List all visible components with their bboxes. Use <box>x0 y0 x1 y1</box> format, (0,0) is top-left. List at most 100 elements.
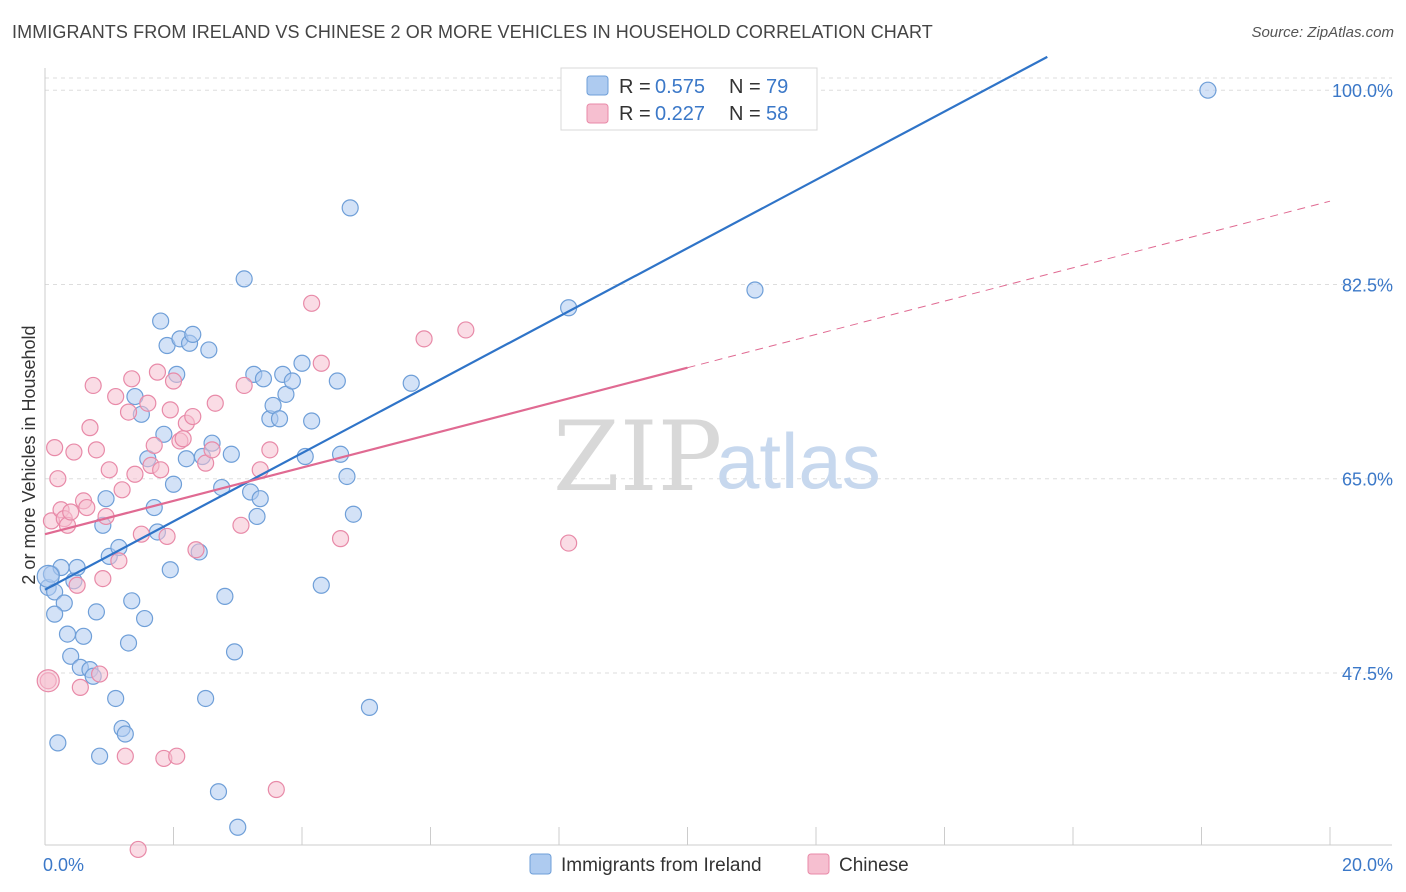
ireland-point <box>328 372 346 390</box>
ireland-point <box>1199 81 1217 99</box>
chinese-point <box>235 376 253 395</box>
chinese-point <box>303 294 321 312</box>
chinese-point <box>107 387 125 406</box>
chinese-point <box>71 678 89 696</box>
chinese-point <box>158 527 176 546</box>
ireland-point <box>254 370 273 388</box>
watermark: ZIP atlas <box>553 401 881 513</box>
ireland-point <box>746 281 764 299</box>
chinese-point <box>312 354 330 372</box>
chinese-point <box>36 669 60 693</box>
ireland-point <box>222 445 240 463</box>
legend-r-label-2: R = <box>619 103 651 125</box>
ireland-point <box>303 412 321 430</box>
ireland-point <box>360 698 379 716</box>
chinese-point <box>100 461 118 479</box>
chinese-point <box>174 430 192 448</box>
ireland-point <box>216 587 234 605</box>
chinese-point <box>119 403 138 421</box>
chinese-point <box>132 525 150 543</box>
ticks-layer: 47.5% 65.0% 82.5% 100.0% 0.0% 20.0% <box>43 81 1393 875</box>
y-tick-label: 65.0% <box>1342 470 1393 490</box>
chinese-point <box>164 372 183 390</box>
ireland-point <box>402 374 420 392</box>
ireland-point <box>197 689 215 708</box>
legend-n-label-2: N = <box>729 103 761 125</box>
chinese-trend-extension <box>687 200 1331 369</box>
chinese-point <box>110 552 128 570</box>
chinese-point <box>261 441 279 459</box>
bottom-legend-swatch-chinese <box>807 853 830 875</box>
ireland-point <box>177 450 195 468</box>
chinese-point <box>113 481 131 499</box>
chinese-point <box>331 530 350 548</box>
chinese-point <box>65 443 83 461</box>
chinese-point <box>84 376 102 395</box>
chinese-point <box>68 576 86 594</box>
chinese-point <box>560 534 578 552</box>
chinese-point <box>91 665 109 683</box>
chinese-point <box>126 465 144 483</box>
ireland-point <box>58 625 77 643</box>
trend-layer <box>44 55 1331 591</box>
legend-n-value-1: 79 <box>766 76 788 98</box>
legend-r-value-2: 0.227 <box>655 103 705 125</box>
top-legend: R = 0.575 N = 79 R = 0.227 N = 58 <box>560 67 818 131</box>
legend-swatch-chinese <box>586 103 609 124</box>
ireland-point <box>344 505 362 523</box>
chart-title: IMMIGRANTS FROM IRELAND VS CHINESE 2 OR … <box>12 22 933 42</box>
chinese-point <box>145 436 163 454</box>
watermark-atlas: atlas <box>716 417 881 505</box>
ireland-point <box>283 372 301 390</box>
legend-swatch-ireland <box>586 75 609 96</box>
bottom-legend: Immigrants from Ireland Chinese <box>529 853 909 876</box>
bottom-legend-swatch-ireland <box>529 853 552 875</box>
ireland-point <box>225 643 244 661</box>
y-tick-label: 100.0% <box>1332 81 1393 101</box>
ireland-point <box>155 425 173 443</box>
ireland-point <box>49 734 67 752</box>
x-tick-label: 0.0% <box>43 855 84 875</box>
ireland-point <box>200 341 218 359</box>
ireland-trend-line <box>44 55 1048 591</box>
ireland-point <box>184 325 202 343</box>
ireland-point <box>97 490 115 508</box>
bottom-legend-label-chinese: Chinese <box>839 855 909 876</box>
legend-r-label-1: R = <box>619 76 651 98</box>
chinese-point <box>206 394 224 412</box>
chinese-point <box>78 498 96 517</box>
ireland-point <box>341 199 359 217</box>
ireland-point <box>209 783 228 801</box>
legend-n-label-1: N = <box>729 76 761 98</box>
x-tick-label: 20.0% <box>1342 855 1393 875</box>
ireland-point <box>248 507 266 526</box>
ireland-point <box>152 312 170 330</box>
chinese-point <box>46 439 64 457</box>
watermark-zip: ZIP <box>553 401 722 513</box>
y-axis-title: 2 or more Vehicles in Household <box>19 325 39 584</box>
chinese-point <box>203 441 221 459</box>
axes-layer <box>44 68 1392 846</box>
ireland-point <box>164 475 183 493</box>
points-layer <box>36 81 1217 859</box>
chinese-point <box>415 330 433 348</box>
ireland-point <box>251 490 269 508</box>
chinese-point <box>184 407 202 426</box>
ireland-point <box>119 634 138 652</box>
ireland-point <box>107 689 125 708</box>
ireland-point <box>74 627 93 645</box>
chinese-trend-line <box>44 366 688 536</box>
chinese-point <box>81 419 99 437</box>
chinese-point <box>94 569 112 588</box>
chart-source: Source: ZipAtlas.com <box>1251 24 1394 41</box>
ireland-point <box>338 467 356 486</box>
chinese-point <box>168 747 186 765</box>
ireland-point <box>116 725 134 743</box>
chinese-point <box>152 461 170 479</box>
ireland-point <box>62 647 80 665</box>
ireland-point <box>135 609 154 628</box>
ireland-point <box>46 605 64 623</box>
chinese-point <box>129 840 147 859</box>
